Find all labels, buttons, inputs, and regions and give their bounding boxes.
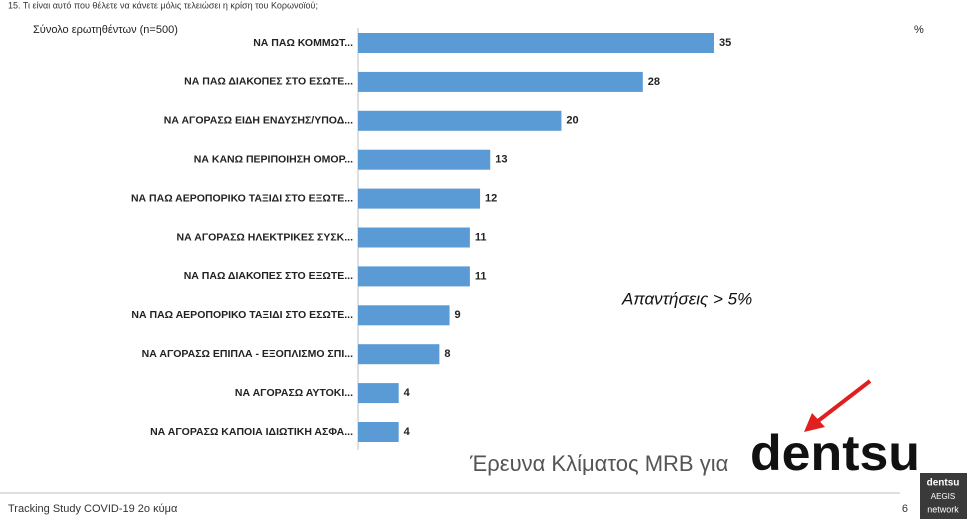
value-label: 28 bbox=[648, 76, 660, 88]
badge bbox=[920, 473, 967, 519]
category-label: ΝΑ ΠΑΩ ΑΕΡΟΠΟΡΙΚΟ ΤΑΞΙΔΙ ΣΤΟ ΕΞΩΤΕ... bbox=[131, 192, 353, 204]
category-label: ΝΑ ΑΓΟΡΑΣΩ ΚΑΠΟΙΑ ΙΔΙΩΤΙΚΗ ΑΣΦΑ... bbox=[150, 426, 353, 438]
bar bbox=[358, 383, 399, 404]
question: 15. Τι είναι αυτό που θέλετε να κάνετε μ… bbox=[8, 0, 318, 10]
footer-text: Tracking Study COVID-19 2ο κύμα bbox=[8, 503, 178, 515]
bar bbox=[358, 266, 470, 287]
bar bbox=[358, 422, 399, 442]
badge-text: dentsu bbox=[927, 478, 960, 489]
category-label: ΝΑ ΑΓΟΡΑΣΩ ΗΛΕΚΤΡΙΚΕΣ ΣΥΣΚ... bbox=[177, 231, 354, 243]
value-label: 20 bbox=[566, 115, 578, 127]
bar bbox=[358, 188, 481, 209]
bar bbox=[358, 227, 470, 248]
subtitle: Σύνολο ερωτηθέντων (n=500) bbox=[33, 24, 178, 36]
value-label: 11 bbox=[475, 270, 487, 282]
bar bbox=[358, 149, 491, 170]
unit-label: % bbox=[914, 24, 924, 36]
category-label: ΝΑ ΠΑΩ ΔΙΑΚΟΠΕΣ ΣΤΟ ΕΣΩΤΕ... bbox=[184, 76, 353, 88]
category-label: ΝΑ ΑΓΟΡΑΣΩ ΑΥΤΟΚΙ... bbox=[235, 387, 353, 399]
badge-text: network bbox=[927, 504, 959, 514]
bar bbox=[358, 33, 714, 53]
category-label: ΝΑ ΠΑΩ ΑΕΡΟΠΟΡΙΚΟ ΤΑΞΙΔΙ ΣΤΟ ΕΣΩΤΕ... bbox=[131, 309, 353, 321]
logo: dentsu bbox=[750, 425, 920, 481]
credit: Έρευνα Κλίματος MRB για bbox=[469, 451, 729, 476]
badge-text: AEGIS bbox=[931, 492, 955, 501]
category-label: ΝΑ ΑΓΟΡΑΣΩ ΕΙΔΗ ΕΝΔΥΣΗΣ/ΥΠΟΔ... bbox=[164, 115, 353, 127]
category-label: ΝΑ ΠΑΩ ΔΙΑΚΟΠΕΣ ΣΤΟ ΕΞΩΤΕ... bbox=[184, 270, 353, 282]
value-label: 8 bbox=[444, 348, 450, 360]
annotation: Απαντήσεις > 5% bbox=[621, 289, 752, 308]
arrow bbox=[816, 379, 872, 423]
page-number: 6 bbox=[902, 503, 908, 515]
bar bbox=[358, 110, 562, 131]
bar bbox=[358, 305, 450, 326]
value-label: 13 bbox=[495, 154, 507, 166]
value-label: 4 bbox=[404, 387, 411, 399]
category-label: ΝΑ ΑΓΟΡΑΣΩ ΕΠΙΠΛΑ - ΕΞΟΠΛΙΣΜΟ ΣΠΙ... bbox=[142, 348, 353, 360]
value-label: 4 bbox=[404, 426, 411, 438]
category-label: ΝΑ ΚΑΝΩ ΠΕΡΙΠΟΙΗΣΗ ΟΜΟΡ... bbox=[194, 153, 353, 165]
bar bbox=[358, 344, 440, 365]
value-label: 11 bbox=[475, 231, 487, 243]
bar bbox=[358, 71, 643, 92]
arrow-head bbox=[804, 413, 825, 432]
value-label: 9 bbox=[455, 309, 461, 321]
value-label: 35 bbox=[719, 37, 731, 49]
value-label: 12 bbox=[485, 193, 497, 205]
category-label: ΝΑ ΠΑΩ ΚΟΜΜΩΤ... bbox=[253, 37, 353, 49]
